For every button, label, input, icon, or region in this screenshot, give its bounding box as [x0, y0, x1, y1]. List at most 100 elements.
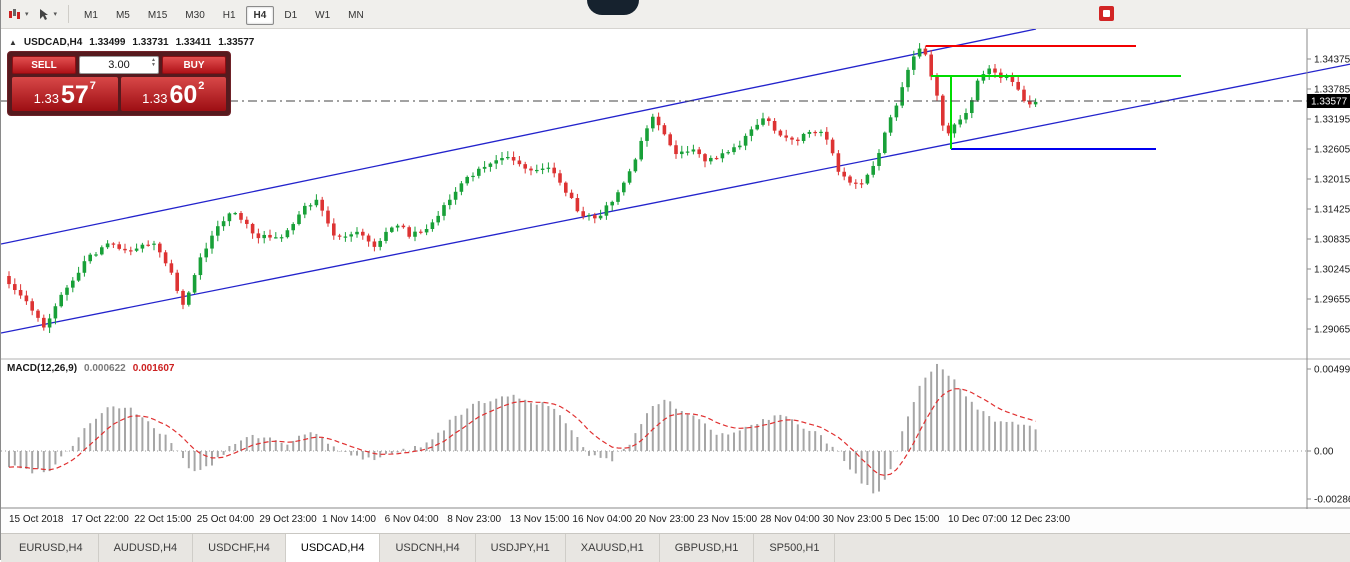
- chart-tab-sp500[interactable]: SP500,H1: [754, 534, 836, 562]
- volume-stepper[interactable]: ▲ ▼: [151, 58, 156, 68]
- ohlc-open: 1.33499: [89, 37, 126, 48]
- macd-main-value: 0.000622: [84, 363, 126, 374]
- time-label: 17 Oct 22:00: [71, 514, 129, 525]
- timeframe-button-m30[interactable]: M30: [185, 10, 205, 21]
- buy-price-prefix: 1.33: [142, 90, 168, 106]
- buy-price-pip-digit: 2: [198, 80, 205, 92]
- current-price-badge: 1.33577: [1307, 94, 1350, 108]
- price-label: 1.33785: [1314, 85, 1350, 96]
- price-label: 1.30835: [1314, 235, 1350, 246]
- horizontal-level-lines[interactable]: [926, 45, 1181, 150]
- timeframe-button-m15[interactable]: M15: [147, 10, 168, 21]
- price-label: 1.29065: [1314, 325, 1350, 336]
- buy-price-button[interactable]: 1.33 60 2: [120, 77, 226, 111]
- time-label: 20 Nov 23:00: [635, 514, 695, 525]
- chart-tab-eurusd[interactable]: EURUSD,H4: [4, 534, 99, 562]
- sell-price-pip-digit: 7: [89, 80, 96, 92]
- one-click-trading-panel: SELL 3.00 ▲ ▼ BUY 1.33 57 7 1.33: [7, 51, 231, 116]
- sell-price-button[interactable]: 1.33 57 7: [12, 77, 118, 111]
- cursor-tool-caret-icon[interactable]: ▾: [53, 11, 58, 18]
- buy-button[interactable]: BUY: [162, 56, 226, 74]
- timeframe-toolbar: M1 M5 M15 M30 H1 H4 D1 W1 MN: [75, 5, 373, 25]
- macd-axis-label: -0.002868: [1314, 495, 1350, 506]
- stepper-up-icon[interactable]: ▲: [151, 57, 156, 63]
- chart-type-icon[interactable]: [5, 4, 25, 24]
- symbol-title: USDCAD,H4: [23, 37, 83, 48]
- volume-value: 3.00: [108, 59, 130, 71]
- chart-type-caret-icon[interactable]: ▾: [25, 11, 29, 18]
- time-label: 15 Oct 2018: [9, 514, 64, 525]
- macd-axis-label: 0.004999: [1314, 365, 1350, 376]
- trend-channel[interactable]: [1, 29, 1350, 334]
- volume-input[interactable]: 3.00 ▲ ▼: [79, 56, 159, 74]
- ohlc-low: 1.33411: [175, 37, 212, 48]
- sell-price-prefix: 1.33: [33, 90, 59, 106]
- chart-tab-gbpusd[interactable]: GBPUSD,H1: [660, 534, 755, 562]
- macd-indicator: [1, 363, 1307, 494]
- buy-price-big-digits: 60: [169, 81, 198, 110]
- timeframe-button-mn[interactable]: MN: [348, 10, 364, 21]
- ohlc-high: 1.33731: [132, 37, 169, 48]
- timeframe-button-w1[interactable]: W1: [315, 10, 331, 21]
- time-label: 16 Nov 04:00: [572, 514, 632, 525]
- price-label: 1.32605: [1314, 145, 1350, 156]
- timeframe-button-h1[interactable]: H1: [222, 10, 236, 21]
- chart-tab-usdjpy[interactable]: USDJPY,H1: [476, 534, 566, 562]
- time-label: 28 Nov 04:00: [760, 514, 820, 525]
- candlestick-glyph: [9, 9, 20, 19]
- time-label: 6 Nov 04:00: [384, 514, 439, 525]
- time-label: 8 Nov 23:00: [447, 514, 502, 525]
- time-label: 25 Oct 04:00: [196, 514, 255, 525]
- time-label: 12 Dec 23:00: [1010, 514, 1071, 525]
- red-indicator-icon[interactable]: [1099, 6, 1114, 21]
- chart-area[interactable]: 1.34375 1.33785 1.33195 1.32605 1.32015 1.314…: [1, 29, 1350, 509]
- price-label: 1.34375: [1314, 55, 1350, 66]
- price-label: 1.32015: [1314, 175, 1350, 186]
- collapse-panel-icon[interactable]: ▲: [9, 38, 17, 47]
- price-label: 1.33195: [1314, 115, 1350, 126]
- price-axis-labels: 1.34375 1.33785 1.33195 1.32605 1.32015 1.314…: [1307, 55, 1350, 506]
- chart-tab-usdcad[interactable]: USDCAD,H4: [284, 534, 381, 562]
- timeframe-button-h4[interactable]: H4: [245, 6, 275, 25]
- price-label: 1.30245: [1314, 265, 1350, 276]
- time-label: 1 Nov 14:00: [322, 514, 376, 525]
- macd-signal-value: 0.001607: [132, 363, 175, 374]
- badge-price-text: 1.33577: [1311, 97, 1348, 108]
- macd-axis-label: 0.00: [1314, 447, 1334, 458]
- chart-tab-xauusd[interactable]: XAUUSD,H1: [566, 534, 660, 562]
- macd-signal-line: [8, 388, 1036, 477]
- chart-tab-audusd[interactable]: AUDUSD,H4: [99, 534, 194, 562]
- time-label: 13 Nov 15:00: [509, 514, 570, 525]
- time-label: 29 Oct 23:00: [259, 514, 317, 525]
- cursor-tool-icon[interactable]: [34, 4, 54, 24]
- chart-tabs-bar: EURUSD,H4 AUDUSD,H4 USDCHF,H4 USDCAD,H4 USDC…: [1, 533, 1350, 562]
- time-label: 5 Dec 15:00: [885, 514, 940, 525]
- macd-title: MACD(12,26,9): [7, 363, 78, 374]
- price-label: 1.31425: [1314, 205, 1350, 216]
- top-toolbar: ▾ ▾ M1 M5 M15 M30 H1 H4 D1 W1 MN: [1, 0, 1350, 29]
- sell-price-big-digits: 57: [60, 81, 89, 110]
- price-label: 1.29655: [1314, 295, 1350, 306]
- candlesticks: [7, 43, 1038, 334]
- toolbar-separator: [68, 5, 70, 23]
- timeframe-button-d1[interactable]: D1: [284, 10, 298, 21]
- cursor-glyph: [39, 8, 48, 20]
- time-label: 30 Nov 23:00: [822, 514, 883, 525]
- red-indicator-glyph: [1103, 10, 1110, 17]
- price-chart-svg[interactable]: 1.34375 1.33785 1.33195 1.32605 1.32015 1.314…: [1, 29, 1350, 509]
- ohlc-close: 1.33577: [218, 37, 255, 48]
- timeframe-button-m5[interactable]: M5: [115, 10, 130, 21]
- stepper-down-icon[interactable]: ▼: [151, 62, 156, 68]
- macd-indicator-header: MACD(12,26,9) 0.000622 0.001607: [7, 363, 174, 374]
- sell-button[interactable]: SELL: [12, 56, 76, 74]
- time-label: 22 Oct 15:00: [134, 514, 192, 525]
- time-label: 23 Nov 15:00: [697, 514, 758, 525]
- timeframe-button-m1[interactable]: M1: [84, 10, 98, 21]
- screen-notch-artifact: [587, 0, 639, 15]
- chart-tab-usdcnh[interactable]: USDCNH,H4: [380, 534, 476, 562]
- symbol-ohlc-header: ▲ USDCAD,H4 1.33499 1.33731 1.33411 1.33…: [9, 37, 254, 48]
- time-label: 10 Dec 07:00: [948, 514, 1008, 525]
- chart-tab-usdchf[interactable]: USDCHF,H4: [193, 534, 286, 562]
- time-axis[interactable]: 15 Oct 2018 17 Oct 22:00 22 Oct 15:00 25 Oc…: [1, 509, 1350, 533]
